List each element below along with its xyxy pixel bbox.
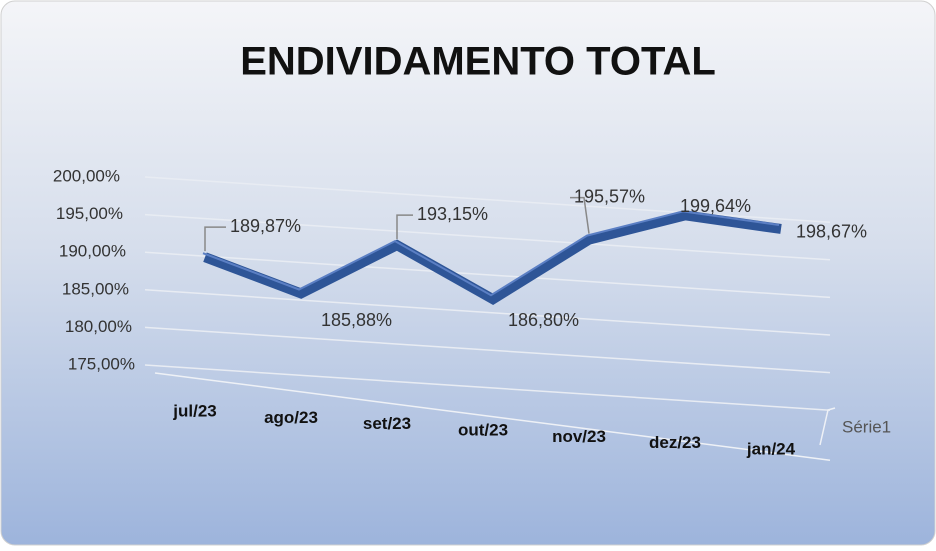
grid-line xyxy=(144,213,831,261)
x-tick-label: nov/23 xyxy=(552,427,606,446)
x-tick-label: set/23 xyxy=(363,414,411,433)
grid-line xyxy=(144,364,831,411)
y-tick-label: 195,00% xyxy=(56,204,123,223)
series-label: Série1 xyxy=(842,417,891,436)
y-tick-label: 190,00% xyxy=(59,242,126,261)
data-label: 198,67% xyxy=(796,222,867,242)
line-top xyxy=(202,210,780,297)
x-tick-label: out/23 xyxy=(458,420,508,439)
y-tick-label: 200,00% xyxy=(53,166,120,185)
leader-line xyxy=(204,226,226,252)
chart-title: ENDIVIDAMENTO TOTAL xyxy=(240,40,716,84)
y-tick-label: 180,00% xyxy=(65,317,132,336)
x-tick-label: dez/23 xyxy=(649,433,701,452)
leader-line xyxy=(570,196,590,234)
data-label: 199,64% xyxy=(680,196,751,216)
series-bracket xyxy=(819,407,836,446)
data-label: 185,88% xyxy=(321,310,392,330)
data-label: 189,87% xyxy=(230,216,301,236)
x-tick-label: jan/24 xyxy=(746,439,796,458)
y-tick-label: 175,00% xyxy=(68,354,135,373)
grid-line xyxy=(144,326,831,374)
grid-line xyxy=(144,289,831,336)
data-label: 195,57% xyxy=(574,186,645,206)
floor-edge xyxy=(154,372,831,461)
data-label: 193,15% xyxy=(417,204,488,224)
line-ribbon xyxy=(203,210,782,306)
grid-line xyxy=(144,251,831,299)
x-tick-label: jul/23 xyxy=(172,401,216,420)
data-label: 186,80% xyxy=(508,310,579,330)
leader-line xyxy=(396,214,413,240)
y-tick-label: 185,00% xyxy=(62,279,129,298)
x-tick-label: ago/23 xyxy=(264,408,318,427)
